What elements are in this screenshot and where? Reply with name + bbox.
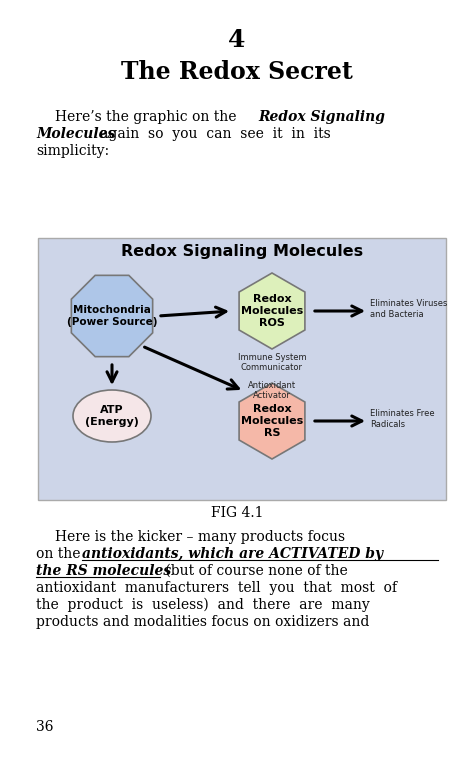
Polygon shape <box>72 275 153 357</box>
Text: antioxidants, which are ACTIVATED by: antioxidants, which are ACTIVATED by <box>82 547 383 561</box>
Text: Here is the kicker – many products focus: Here is the kicker – many products focus <box>55 530 345 544</box>
Text: antioxidant  manufacturers  tell  you  that  most  of: antioxidant manufacturers tell you that … <box>36 581 397 595</box>
Text: The Redox Secret: The Redox Secret <box>121 60 353 84</box>
Polygon shape <box>239 273 305 349</box>
Ellipse shape <box>73 390 151 442</box>
Text: Here’s the graphic on the: Here’s the graphic on the <box>55 110 241 124</box>
Polygon shape <box>239 383 305 459</box>
Bar <box>38 238 446 500</box>
Text: 4: 4 <box>228 28 246 52</box>
Text: simplicity:: simplicity: <box>36 144 109 158</box>
Text: Eliminates Free
Radicals: Eliminates Free Radicals <box>370 409 435 429</box>
Text: Immune System
Communicator: Immune System Communicator <box>237 353 306 372</box>
Text: Redox
Molecules
ROS: Redox Molecules ROS <box>241 294 303 327</box>
Text: Redox
Molecules
RS: Redox Molecules RS <box>241 405 303 437</box>
Text: Redox Signaling Molecules: Redox Signaling Molecules <box>121 244 363 259</box>
Text: products and modalities focus on oxidizers and: products and modalities focus on oxidize… <box>36 615 369 629</box>
Text: the RS molecules: the RS molecules <box>36 564 171 578</box>
Text: again  so  you  can  see  it  in  its: again so you can see it in its <box>100 127 331 141</box>
Text: 36: 36 <box>36 720 54 734</box>
Text: FIG 4.1: FIG 4.1 <box>211 506 263 520</box>
Text: Antioxidant
Activator: Antioxidant Activator <box>248 381 296 400</box>
Text: Mitochondria
(Power Source): Mitochondria (Power Source) <box>67 305 157 327</box>
Text: ATP
(Energy): ATP (Energy) <box>85 406 139 427</box>
Text: (but of course none of the: (but of course none of the <box>161 564 348 578</box>
Text: Redox Signaling: Redox Signaling <box>258 110 385 124</box>
Text: the  product  is  useless)  and  there  are  many: the product is useless) and there are ma… <box>36 598 370 612</box>
Text: Eliminates Viruses
and Bacteria: Eliminates Viruses and Bacteria <box>370 299 447 318</box>
Text: Molecules: Molecules <box>36 127 115 141</box>
Text: on the: on the <box>36 547 85 561</box>
